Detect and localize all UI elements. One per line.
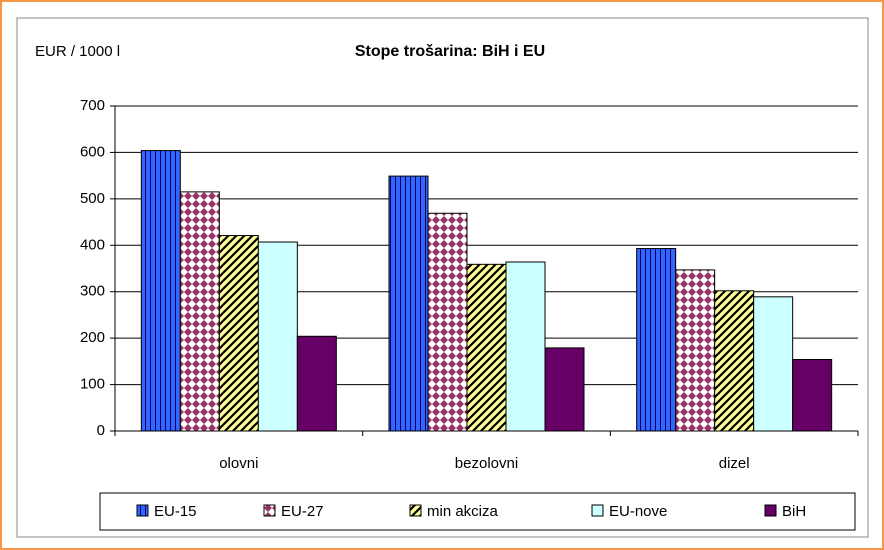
bar xyxy=(636,248,677,432)
y-tick-label: 300 xyxy=(80,283,105,300)
bar xyxy=(140,150,181,432)
bar xyxy=(296,335,337,432)
legend-swatch xyxy=(136,504,149,517)
bar xyxy=(218,235,259,432)
y-tick-label: 700 xyxy=(80,97,105,114)
bar xyxy=(505,261,546,432)
legend-box xyxy=(99,492,856,531)
legend-label: min akciza xyxy=(427,503,499,520)
y-tick-label: 200 xyxy=(80,329,105,346)
bar xyxy=(544,347,585,432)
legend-swatch xyxy=(263,504,276,517)
bar xyxy=(714,290,755,432)
y-tick-label: 100 xyxy=(80,376,105,393)
bar xyxy=(388,175,429,432)
bar xyxy=(179,191,220,432)
bar xyxy=(792,359,833,432)
legend-label: BiH xyxy=(782,503,806,520)
legend-label: EU-27 xyxy=(281,503,324,520)
legend-swatch xyxy=(409,504,422,517)
legend-label: EU-15 xyxy=(154,503,197,520)
y-tick-label: 0 xyxy=(97,422,105,439)
legend-swatch xyxy=(764,504,777,517)
bar xyxy=(675,269,716,432)
bar xyxy=(466,263,507,432)
y-tick-label: 500 xyxy=(80,190,105,207)
x-tick-label: olovni xyxy=(219,455,258,472)
legend-label: EU-nove xyxy=(609,503,667,520)
x-tick-label: dizel xyxy=(719,455,750,472)
x-tick-label: bezolovni xyxy=(455,455,518,472)
y-axis-label: EUR / 1000 l xyxy=(35,43,120,60)
bar xyxy=(257,241,298,432)
bar xyxy=(427,212,468,432)
chart-title: Stope trošarina: BiH i EU xyxy=(355,43,545,60)
y-tick-label: 600 xyxy=(80,143,105,160)
bar xyxy=(753,296,794,432)
legend-swatch xyxy=(591,504,604,517)
y-tick-label: 400 xyxy=(80,236,105,253)
